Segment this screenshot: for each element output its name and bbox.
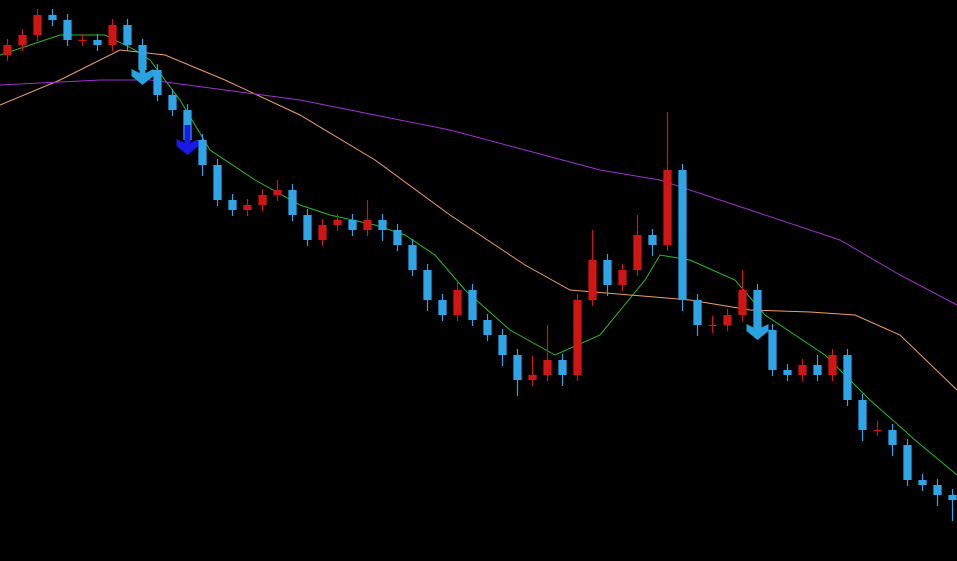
candle-body	[228, 200, 237, 210]
candle-body	[708, 325, 717, 326]
candle-body	[393, 230, 402, 245]
candle-body	[348, 220, 357, 230]
candle-body	[603, 260, 612, 285]
candle-body	[258, 195, 267, 205]
candle-body	[3, 45, 12, 55]
candle-body	[378, 220, 387, 230]
candle-body	[813, 365, 822, 375]
candle-body	[573, 300, 582, 375]
candle-body	[483, 320, 492, 335]
candle-body	[243, 205, 252, 210]
signal-arrow	[131, 55, 154, 85]
candle-body	[933, 485, 942, 495]
candle-body	[213, 165, 222, 200]
candle-body	[93, 40, 102, 45]
candle-body	[948, 495, 957, 500]
signal-arrow	[176, 125, 199, 155]
candle-body	[48, 15, 57, 20]
candle-body	[498, 335, 507, 355]
candle-body	[198, 140, 207, 165]
candle-body	[438, 300, 447, 315]
candle-body	[828, 355, 837, 375]
candle-body	[168, 95, 177, 110]
candle-body	[153, 70, 162, 95]
candle-body	[33, 15, 42, 35]
candle-body	[303, 215, 312, 240]
candle-body	[558, 360, 567, 375]
candle-body	[783, 370, 792, 375]
candle-body	[288, 190, 297, 215]
candle-body	[618, 270, 627, 285]
candle-body	[123, 25, 132, 45]
candle-body	[453, 290, 462, 315]
candle-body	[663, 170, 672, 245]
candle-body	[273, 190, 282, 195]
signal-arrow	[746, 310, 769, 340]
candle-body	[903, 445, 912, 480]
candle-body	[63, 20, 72, 40]
candle-body	[678, 170, 687, 300]
moving-average-line	[0, 79, 957, 306]
candle-body	[363, 220, 372, 230]
candle-body	[633, 235, 642, 270]
candle-body	[888, 430, 897, 445]
moving-average-line	[0, 49, 957, 391]
candle-body	[543, 360, 552, 375]
candle-body	[513, 355, 522, 380]
candle-body	[843, 355, 852, 400]
candle-body	[468, 290, 477, 320]
candle-body	[723, 315, 732, 325]
candle-body	[108, 25, 117, 45]
candle-body	[693, 300, 702, 325]
candle-body	[528, 375, 537, 380]
candle-body	[768, 330, 777, 370]
candle-body	[423, 270, 432, 300]
candle-body	[798, 365, 807, 375]
candle-body	[858, 400, 867, 430]
candle-body	[333, 220, 342, 225]
candle-body	[408, 245, 417, 270]
candle-body	[918, 480, 927, 485]
candle-body	[78, 40, 87, 41]
candle-body	[738, 290, 747, 315]
candle-body	[18, 35, 27, 45]
candle-body	[648, 235, 657, 245]
candle-body	[588, 260, 597, 300]
candle-body	[873, 430, 882, 431]
candle-body	[318, 225, 327, 240]
